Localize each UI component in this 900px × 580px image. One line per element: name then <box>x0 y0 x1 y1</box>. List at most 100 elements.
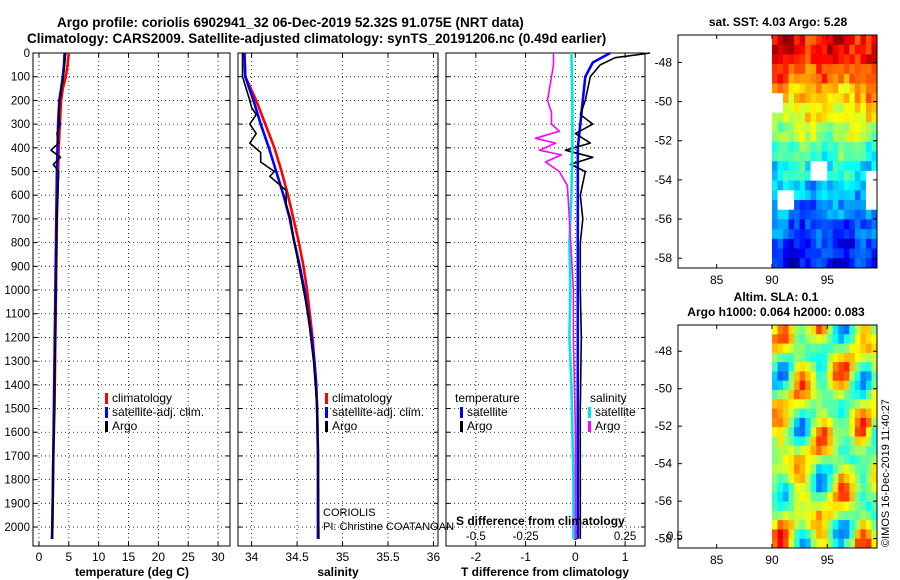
sst-heatmap-cell <box>777 238 784 249</box>
sst-heatmap-cell <box>794 73 801 84</box>
sst-heatmap-cell <box>805 35 812 46</box>
depth-tick-label: 1800 <box>4 475 30 487</box>
sla-heatmap-cell <box>838 510 845 521</box>
sla-heatmap-cell <box>810 520 817 530</box>
sla-heatmap-cell <box>799 464 806 475</box>
sst-heatmap-cell <box>799 258 806 269</box>
sla-map-xtick-label: 90 <box>765 553 779 567</box>
sla-heatmap-cell <box>771 408 778 419</box>
sla-heatmap-cell <box>843 538 850 549</box>
sla-heatmap-cell <box>832 455 839 465</box>
sst-heatmap-cell <box>799 73 806 84</box>
sst-heatmap-cell <box>794 151 801 162</box>
sla-heatmap-cell <box>821 334 828 344</box>
sla-heatmap-cell <box>810 417 817 428</box>
difference-xlabel: T difference from climatology <box>461 565 629 579</box>
sla-heatmap-cell <box>838 343 845 354</box>
sst-heatmap-cell <box>816 190 823 201</box>
sst-heatmap-cell <box>843 112 850 123</box>
sst-heatmap-cell <box>843 93 850 104</box>
sst-heatmap-cell <box>805 64 812 75</box>
sst-heatmap-cell <box>821 151 828 162</box>
sla-heatmap-cell <box>783 473 789 484</box>
sst-heatmap-cell <box>865 132 872 143</box>
sla-map-xtick-label: 85 <box>710 553 724 567</box>
sla-heatmap-cell <box>832 408 839 419</box>
sst-heatmap-cell <box>838 258 845 269</box>
sla-heatmap-cell <box>871 371 878 382</box>
temperature-xlabel: temperature (deg C) <box>75 565 189 579</box>
sst-heatmap-cell <box>788 161 795 172</box>
sst-heatmap-cell <box>865 229 872 240</box>
sst-heatmap-cell <box>810 161 817 172</box>
sla-heatmap-cell <box>799 325 806 335</box>
sla-heatmap-cell <box>816 464 823 475</box>
sst-heatmap-cell <box>805 238 812 249</box>
sla-heatmap-cell <box>865 362 872 372</box>
sst-heatmap-cell <box>816 54 823 65</box>
sla-heatmap-cell <box>810 529 817 540</box>
legend-temperature-label: Argo <box>467 419 493 433</box>
sla-heatmap-cell <box>832 520 839 530</box>
sla-heatmap-cell <box>849 529 856 540</box>
sla-heatmap-cell <box>832 492 839 502</box>
sst-heatmap-cell <box>805 229 812 240</box>
sla-map-ytick-label: -50 <box>655 382 673 396</box>
sst-heatmap-cell <box>788 35 795 46</box>
sst-heatmap-cell <box>860 102 867 114</box>
sst-heatmap-cell <box>810 141 817 152</box>
sst-heatmap-cell <box>827 229 834 240</box>
sst-heatmap-cell <box>794 248 801 259</box>
sla-heatmap-cell <box>783 455 789 465</box>
sst-heatmap-cell <box>854 102 861 114</box>
depth-tick-label: 2000 <box>4 522 30 534</box>
sla-heatmap-cell <box>771 482 778 493</box>
sla-map-ytick-label: -58 <box>655 532 673 546</box>
sst-heatmap-cell <box>871 190 878 201</box>
sla-heatmap-cell <box>860 390 867 400</box>
sla-heatmap-cell <box>805 352 812 363</box>
sla-map-xtick-label: 95 <box>821 553 835 567</box>
sla-heatmap-cell <box>805 436 812 447</box>
sla-heatmap-cell <box>838 427 845 437</box>
sst-heatmap-cell <box>821 190 828 201</box>
sst-heatmap-cell <box>810 209 817 220</box>
sla-heatmap-cell <box>794 325 801 335</box>
sst-heatmap-cell <box>799 209 806 220</box>
sla-heatmap-cell <box>799 520 806 530</box>
sst-heatmap-cell <box>860 238 867 249</box>
sst-map-ytick-label: -52 <box>655 134 673 148</box>
sst-heatmap-cell <box>821 219 828 230</box>
salinity-xtick-label: 35 <box>336 550 350 564</box>
sla-heatmap-cell <box>771 445 778 456</box>
sst-heatmap-cell <box>799 219 806 230</box>
sla-heatmap-cell <box>860 371 867 382</box>
sst-heatmap-cell <box>783 258 789 269</box>
sst-heatmap-cell <box>821 238 828 249</box>
sla-heatmap-cell <box>865 464 872 475</box>
sla-heatmap-cell <box>871 492 878 502</box>
sla-heatmap-cell <box>783 510 789 521</box>
sst-heatmap-cell <box>799 44 806 55</box>
sst-heatmap-cell <box>788 229 795 240</box>
sla-heatmap-cell <box>843 510 850 521</box>
sst-heatmap-cell <box>810 54 817 65</box>
sst-heatmap-cell <box>816 132 823 143</box>
sla-heatmap-cell <box>827 325 834 335</box>
sst-heatmap-cell <box>799 93 806 104</box>
sla-heatmap-cell <box>799 492 806 502</box>
sst-heatmap-cell <box>799 248 806 259</box>
sst-heatmap-cell <box>832 64 839 75</box>
sla-heatmap-cell <box>838 380 845 391</box>
sst-heatmap-cell <box>854 132 861 143</box>
temperature-legend-swatch <box>105 407 108 418</box>
sst-heatmap-cell <box>854 248 861 259</box>
sst-heatmap-cell <box>827 161 834 172</box>
sla-heatmap-cell <box>771 352 778 363</box>
sla-heatmap-cell <box>777 473 784 484</box>
sla-heatmap-cell <box>827 417 834 428</box>
sla-heatmap-cell <box>788 325 795 335</box>
sst-heatmap-cell <box>832 35 839 46</box>
sst-heatmap-cell <box>838 170 845 182</box>
sst-heatmap-cell <box>771 54 778 65</box>
